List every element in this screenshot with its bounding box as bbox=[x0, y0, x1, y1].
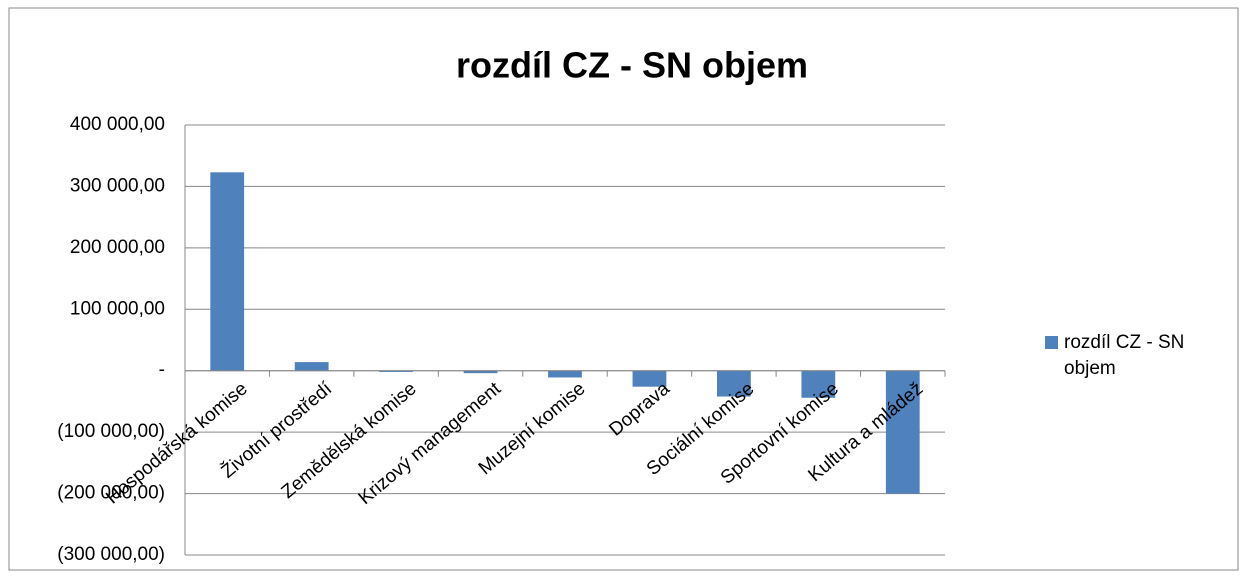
y-tick-label: (200 000,00) bbox=[57, 483, 165, 504]
legend-swatch bbox=[1045, 336, 1058, 349]
bar bbox=[801, 370, 836, 398]
y-tick-label: 400 000,00 bbox=[70, 114, 165, 135]
y-tick-label: 200 000,00 bbox=[70, 237, 165, 258]
bar bbox=[717, 370, 751, 397]
bar bbox=[885, 370, 920, 494]
y-tick-label: - bbox=[159, 360, 165, 381]
legend-label: rozdíl CZ - SN objem bbox=[1064, 332, 1185, 379]
y-tick-label: 300 000,00 bbox=[70, 175, 165, 196]
bar bbox=[294, 362, 329, 371]
y-tick-label: 100 000,00 bbox=[70, 298, 165, 319]
bar bbox=[463, 370, 498, 374]
bar bbox=[379, 370, 413, 372]
y-tick-label: (300 000,00) bbox=[57, 544, 165, 565]
legend: rozdíl CZ - SN objem bbox=[1064, 330, 1214, 382]
chart-border bbox=[8, 7, 1239, 571]
bar bbox=[210, 172, 245, 371]
bar bbox=[548, 370, 582, 378]
bar bbox=[632, 370, 667, 387]
y-tick-label: (100 000,00) bbox=[57, 421, 165, 442]
chart-title: rozdíl CZ - SN objem bbox=[456, 45, 808, 86]
